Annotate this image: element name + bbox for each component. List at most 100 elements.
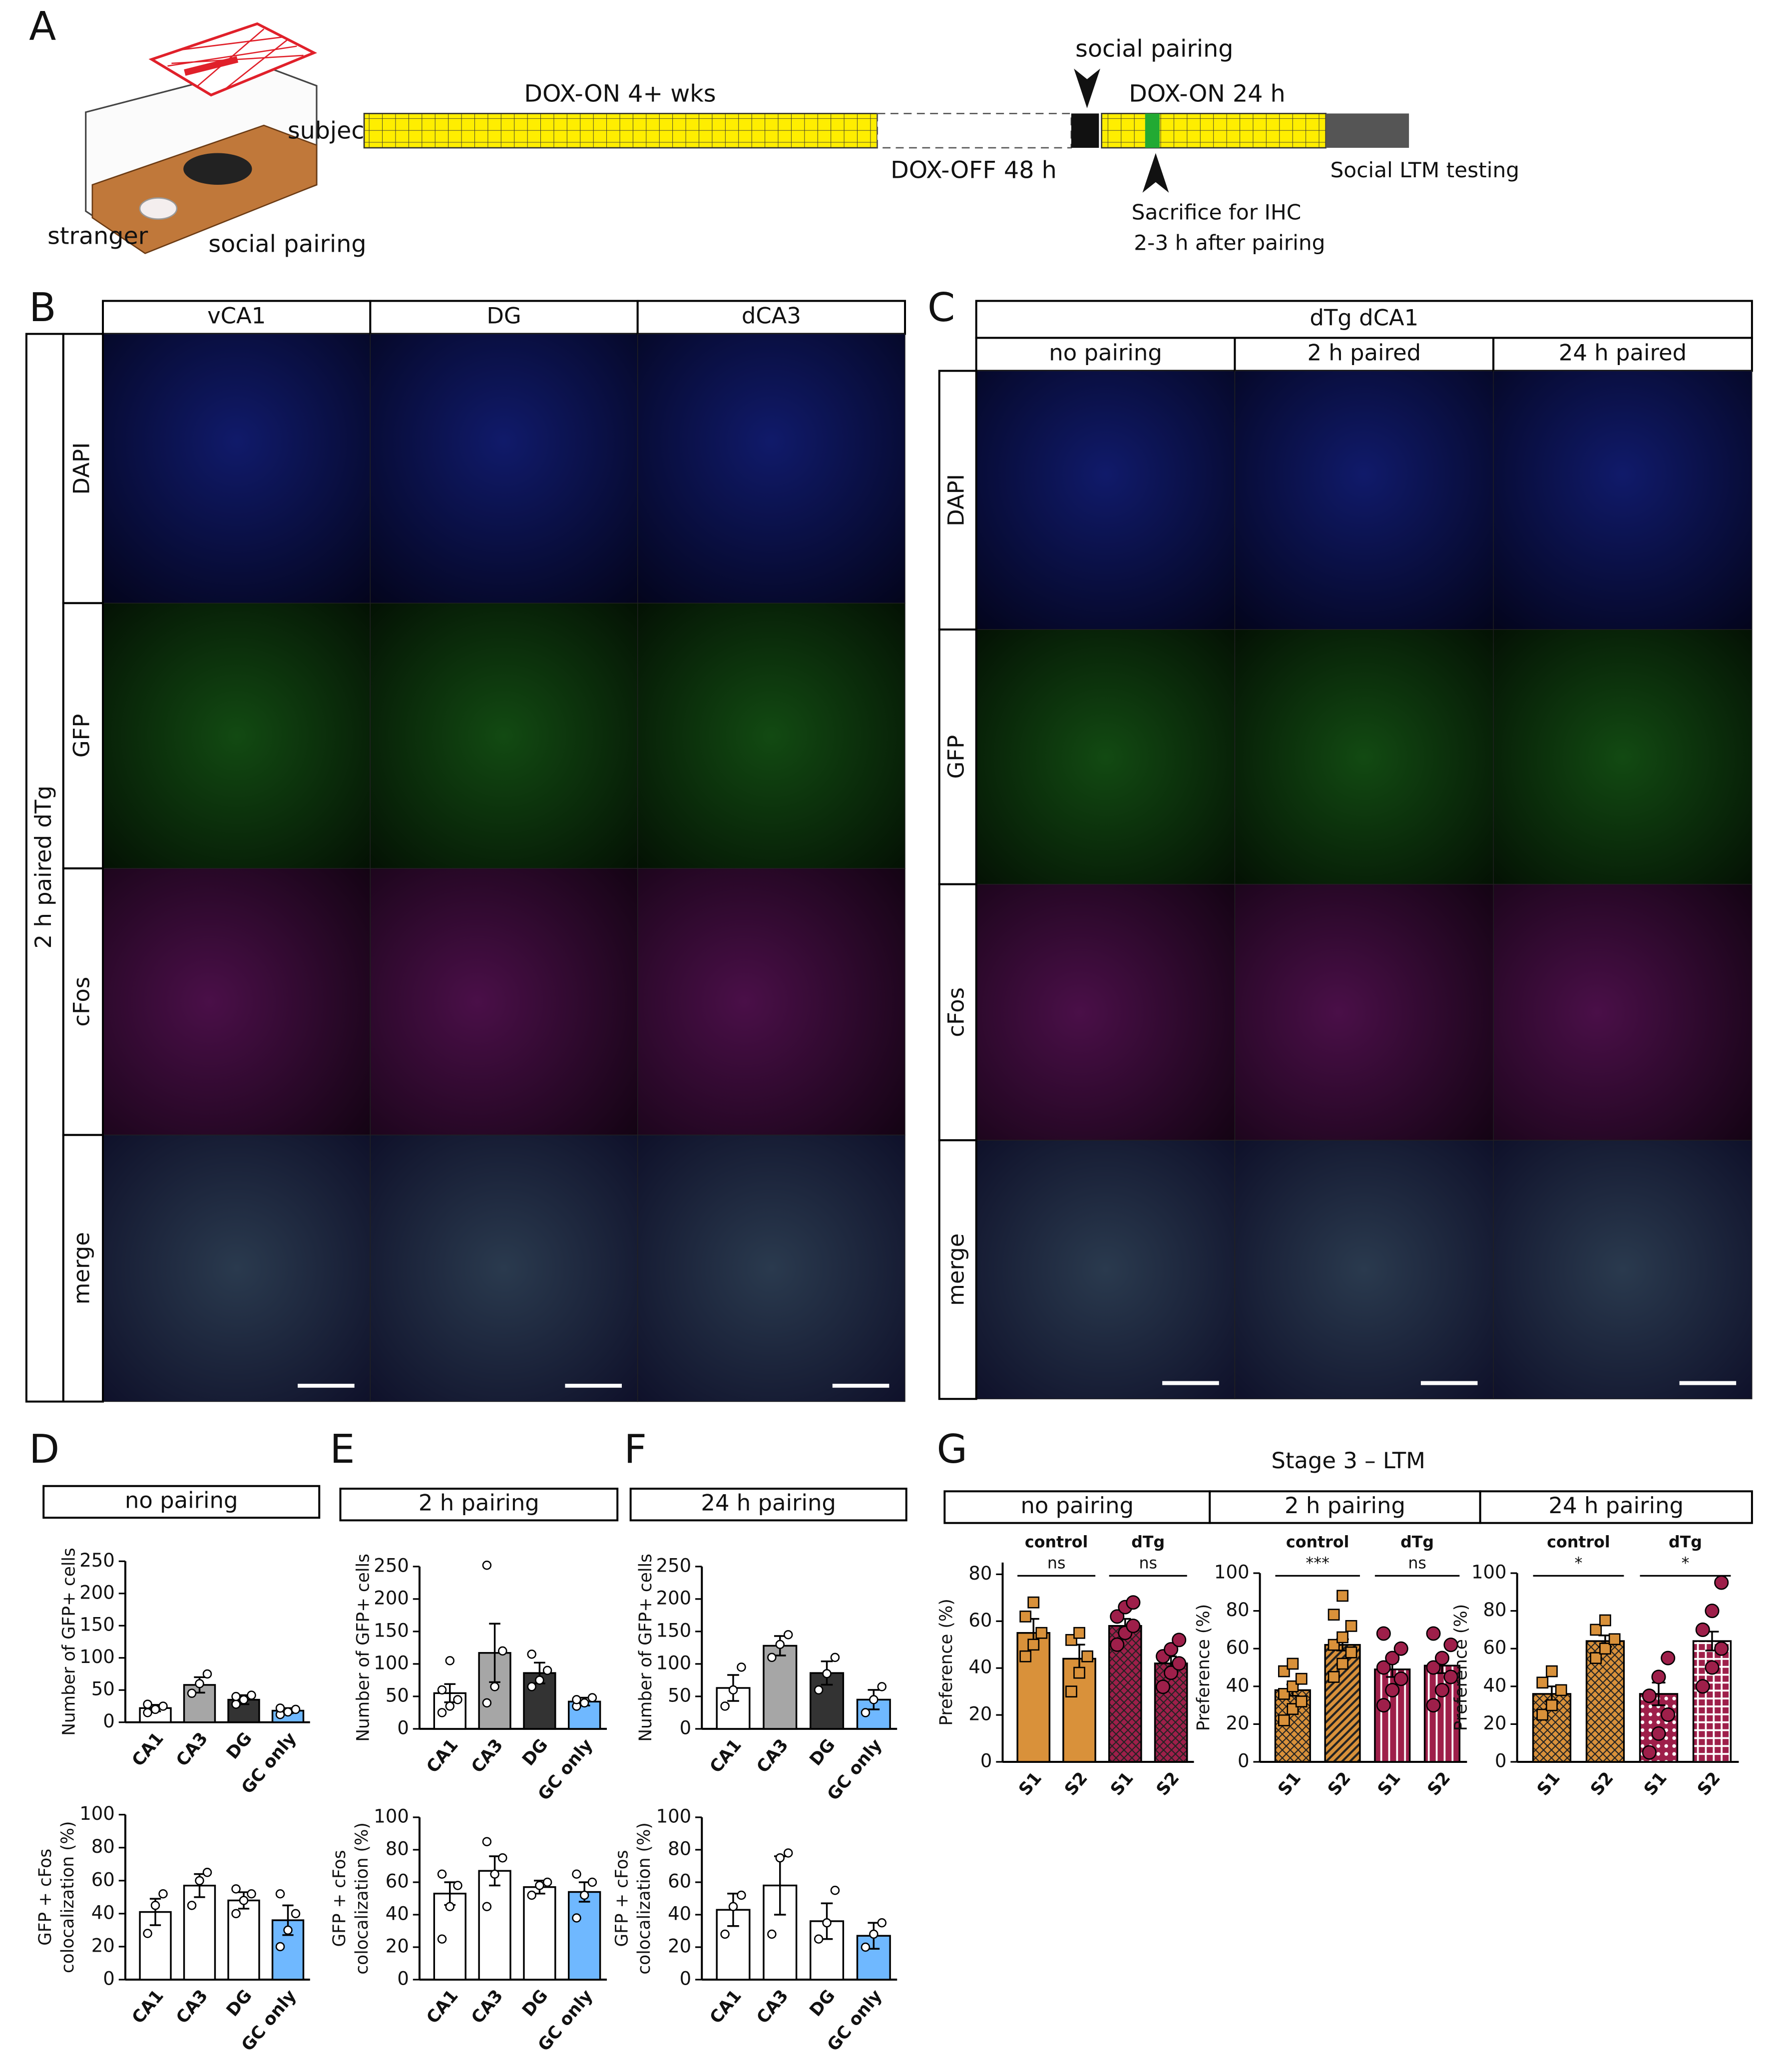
panel-g-title: Stage 3 – LTM: [1271, 1447, 1425, 1474]
chart-header: 24 h pairing: [701, 1490, 836, 1516]
data-point: [1590, 1652, 1602, 1664]
data-point: [1546, 1699, 1558, 1711]
data-point: [1328, 1639, 1340, 1651]
data-point: [1695, 1622, 1710, 1637]
subject-label: subject: [288, 117, 374, 144]
data-point: [1642, 1688, 1657, 1703]
data-point: [1073, 1666, 1085, 1679]
x-tick-label: DG: [223, 1728, 256, 1763]
data-point: [869, 1929, 879, 1939]
chart-header-box: [629, 1487, 907, 1522]
y-tick-label: 150: [656, 1620, 692, 1641]
y-tick-label: 250: [656, 1555, 692, 1576]
column-header-box: [636, 300, 906, 335]
y-axis-label: Preference (%): [1194, 1604, 1214, 1731]
side-label: 2 h paired dTg: [30, 786, 56, 948]
data-point: [869, 1695, 879, 1704]
y-tick-label: 80: [968, 1563, 992, 1584]
row-label: GFP: [943, 735, 969, 779]
y-tick-label: 60: [968, 1610, 992, 1631]
data-point: [158, 1701, 168, 1711]
subject-mouse: [183, 153, 252, 185]
data-point: [275, 1942, 285, 1952]
y-tick-label: 0: [103, 1968, 115, 1990]
data-point: [814, 1934, 824, 1944]
data-point: [1376, 1626, 1391, 1641]
data-point: [767, 1929, 777, 1939]
data-point: [1278, 1688, 1290, 1700]
panel-letter: G: [936, 1426, 967, 1472]
data-point: [737, 1890, 746, 1900]
x-tick-label: CA1: [423, 1735, 462, 1777]
data-point: [1385, 1682, 1400, 1697]
y-tick-label: 20: [968, 1703, 992, 1725]
data-point: [1599, 1643, 1611, 1655]
panel-letter: E: [330, 1426, 355, 1472]
arrow-pairing: [1074, 68, 1100, 108]
data-point: [275, 1889, 285, 1899]
y-tick-label: 60: [91, 1869, 115, 1890]
data-point: [231, 1699, 241, 1709]
data-point: [482, 1561, 492, 1570]
y-tick-label: 60: [1483, 1637, 1507, 1658]
data-point: [143, 1708, 152, 1717]
data-point: [1164, 1665, 1179, 1680]
data-point: [1661, 1707, 1676, 1722]
y-tick-label: 250: [79, 1550, 115, 1571]
column-header-box: [1234, 337, 1495, 372]
y-tick-label: 20: [91, 1935, 115, 1956]
x-tick-label: S1: [1274, 1768, 1305, 1800]
row-label-box: [62, 1134, 104, 1403]
data-point: [1027, 1639, 1040, 1651]
data-point: [587, 1877, 597, 1887]
timeline-label: social pairing: [1075, 35, 1233, 62]
data-point: [1345, 1646, 1357, 1658]
y-tick-label: 60: [386, 1870, 409, 1892]
y-tick-label: 200: [79, 1582, 115, 1603]
x-tick-label: S2: [1324, 1768, 1355, 1800]
data-point: [437, 1708, 447, 1717]
data-point: [498, 1646, 507, 1656]
y-tick-label: 40: [668, 1903, 691, 1924]
x-tick-label: DG: [806, 1986, 839, 2021]
data-point: [239, 1695, 249, 1704]
data-point: [1651, 1726, 1666, 1741]
row-label-box: [938, 883, 977, 1142]
micrograph: [102, 333, 371, 604]
data-point: [542, 1877, 552, 1887]
y-tick-label: 0: [397, 1717, 409, 1738]
group-label: dTg: [1669, 1533, 1702, 1551]
data-point: [737, 1662, 746, 1672]
chart-header-box: [1479, 1490, 1753, 1524]
data-point: [775, 1640, 785, 1650]
y-tick-label: 200: [374, 1587, 409, 1609]
data-point: [830, 1653, 840, 1662]
stranger-label: stranger: [47, 223, 148, 250]
data-point: [1714, 1641, 1729, 1656]
chart-header: 24 h pairing: [1549, 1492, 1684, 1519]
timeline: [363, 68, 1409, 193]
y-axis-label: Preference (%): [1451, 1604, 1471, 1731]
data-point: [437, 1934, 447, 1944]
data-point: [1393, 1671, 1408, 1686]
x-tick-label: S2: [1153, 1768, 1184, 1800]
timeline-dox-off: [877, 112, 1072, 149]
data-point: [1536, 1708, 1549, 1721]
x-tick-label: DG: [518, 1986, 552, 2021]
lid-grid: [167, 28, 304, 90]
data-point: [783, 1848, 793, 1858]
data-point: [1027, 1596, 1040, 1609]
data-point: [291, 1704, 301, 1714]
group-label: control: [1547, 1533, 1610, 1551]
data-point: [1156, 1679, 1171, 1694]
data-point: [1714, 1575, 1729, 1590]
data-point: [1336, 1658, 1348, 1670]
x-tick-label: CA1: [423, 1986, 462, 2028]
data-point: [239, 1896, 249, 1905]
micrograph: [637, 333, 905, 604]
data-point: [1376, 1698, 1391, 1713]
data-point: [1426, 1698, 1441, 1713]
data-point: [482, 1698, 492, 1708]
y-axis-label: GFP + cFos: [612, 1850, 632, 1947]
